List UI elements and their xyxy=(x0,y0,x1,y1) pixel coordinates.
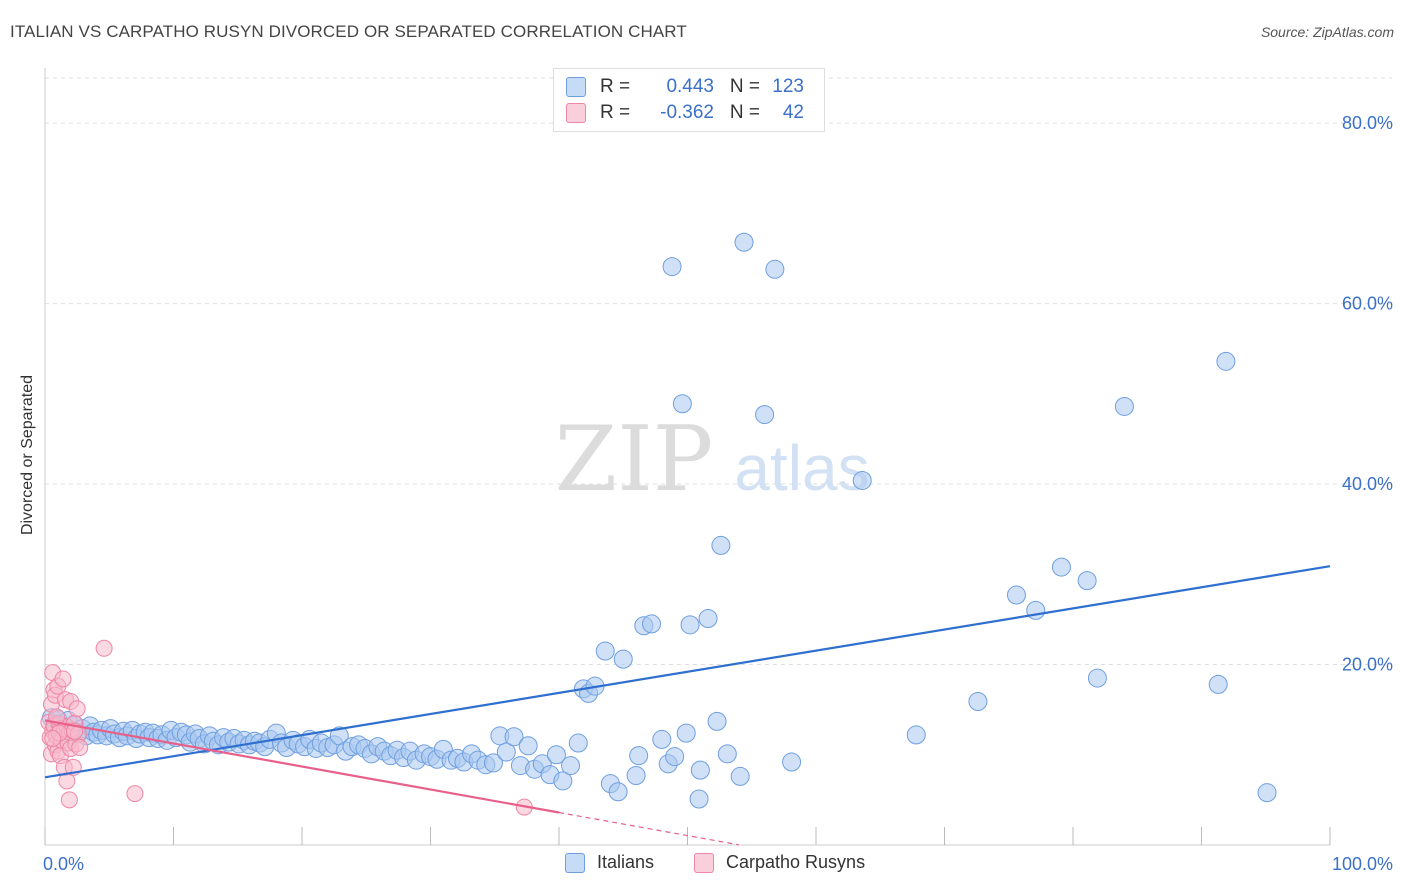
carpatho-rusyns-point xyxy=(126,785,144,803)
italians-point xyxy=(1087,668,1107,688)
y-tick-label: 80.0% xyxy=(1342,113,1393,133)
correlation-stats-box: R = 0.443 N = 123 R = -0.362 N = 42 xyxy=(553,68,825,132)
data-points xyxy=(40,232,1277,816)
italians-point xyxy=(1077,571,1097,591)
grid-lines xyxy=(45,77,1392,666)
legend-swatch-carpatho-rusyns xyxy=(694,852,714,873)
italians-point xyxy=(626,766,646,786)
y-tick-label: 20.0% xyxy=(1342,655,1393,675)
legend-swatch-italians xyxy=(565,852,585,873)
n-label: N = xyxy=(729,76,760,97)
italians-point xyxy=(665,747,685,767)
italians-point xyxy=(595,641,615,661)
italians-point xyxy=(1051,557,1071,577)
italians-point xyxy=(652,729,672,749)
watermark-zip: ZIP xyxy=(555,407,714,512)
tick-labels: 20.0% 40.0% 60.0% 80.0% 0.0% 100.0% xyxy=(43,113,1393,874)
italians-point xyxy=(568,733,588,753)
italians-point xyxy=(504,727,524,747)
r-value: -0.362 xyxy=(660,102,714,123)
italians-point xyxy=(698,609,718,629)
italians-point xyxy=(734,232,754,252)
carpatho-rusyns-trend-extension xyxy=(558,811,740,846)
y-tick-label: 40.0% xyxy=(1342,474,1393,494)
italians-point xyxy=(717,744,737,764)
italians-point xyxy=(906,725,926,745)
italians-point xyxy=(553,771,573,791)
r-value: 0.443 xyxy=(666,76,714,97)
italians-point xyxy=(690,760,710,780)
italians-point xyxy=(1257,783,1277,803)
carpatho-rusyns-point xyxy=(71,739,89,757)
x-tick-label-max: 100.0% xyxy=(1332,854,1393,874)
italians-point xyxy=(1026,600,1046,620)
stats-row-carpatho-rusyns: R = -0.362 N = 42 xyxy=(566,100,804,126)
n-label: N = xyxy=(729,102,760,123)
y-tick-label: 60.0% xyxy=(1342,294,1393,314)
italians-point xyxy=(642,614,662,634)
italians-point xyxy=(782,752,802,772)
italians-point xyxy=(852,470,872,490)
n-value: 123 xyxy=(772,76,804,97)
legend-label-italians: Italians xyxy=(597,852,655,872)
italians-point xyxy=(765,259,785,279)
carpatho-rusyns-point xyxy=(95,639,113,657)
source-credit: Source: ZipAtlas.com xyxy=(1260,24,1394,40)
italians-point xyxy=(1216,351,1236,371)
italians-point xyxy=(496,742,516,762)
italians-point xyxy=(968,692,988,712)
italians-point xyxy=(689,789,709,809)
r-label: R = xyxy=(600,76,631,97)
italians-point xyxy=(546,745,566,765)
carpatho-rusyns-point xyxy=(68,700,86,718)
italians-point xyxy=(518,736,538,756)
italians-point xyxy=(561,756,581,776)
italians-point xyxy=(629,746,649,766)
italians-point xyxy=(680,615,700,635)
y-axis-label: Divorced or Separated xyxy=(19,374,36,536)
carpatho-rusyns-swatch xyxy=(566,103,586,123)
italians-point xyxy=(672,394,692,414)
italians-point xyxy=(608,782,628,802)
legend-label-carpatho-rusyns: Carpatho Rusyns xyxy=(726,852,866,872)
x-tick-label-min: 0.0% xyxy=(43,854,84,874)
italians-point xyxy=(711,535,731,555)
italians-point xyxy=(1114,396,1134,416)
r-label: R = xyxy=(600,102,631,123)
carpatho-rusyns-trend-line xyxy=(44,719,560,814)
italians-point xyxy=(613,649,633,669)
legend-item-italians[interactable]: Italians xyxy=(565,852,654,873)
italians-swatch xyxy=(566,77,586,97)
italians-point xyxy=(755,405,775,425)
legend-item-carpatho-rusyns[interactable]: Carpatho Rusyns xyxy=(694,852,865,873)
italians-point xyxy=(1006,585,1026,605)
italians-point xyxy=(707,711,727,731)
italians-point xyxy=(676,723,696,743)
italians-point xyxy=(1208,674,1228,694)
carpatho-rusyns-point xyxy=(44,730,62,748)
carpatho-rusyns-point xyxy=(60,791,78,809)
trend-lines xyxy=(44,565,1331,846)
chart-title: ITALIAN VS CARPATHO RUSYN DIVORCED OR SE… xyxy=(10,22,687,41)
carpatho-rusyns-point xyxy=(54,670,72,688)
stats-row-italians: R = 0.443 N = 123 xyxy=(566,74,804,100)
italians-point xyxy=(730,766,750,786)
italians-trend-line xyxy=(44,565,1331,779)
italians-point xyxy=(662,257,682,277)
italians-point xyxy=(483,753,503,773)
n-value: 42 xyxy=(782,102,804,123)
watermark: ZIP atlas xyxy=(555,407,870,512)
watermark-atlas: atlas xyxy=(734,432,869,504)
